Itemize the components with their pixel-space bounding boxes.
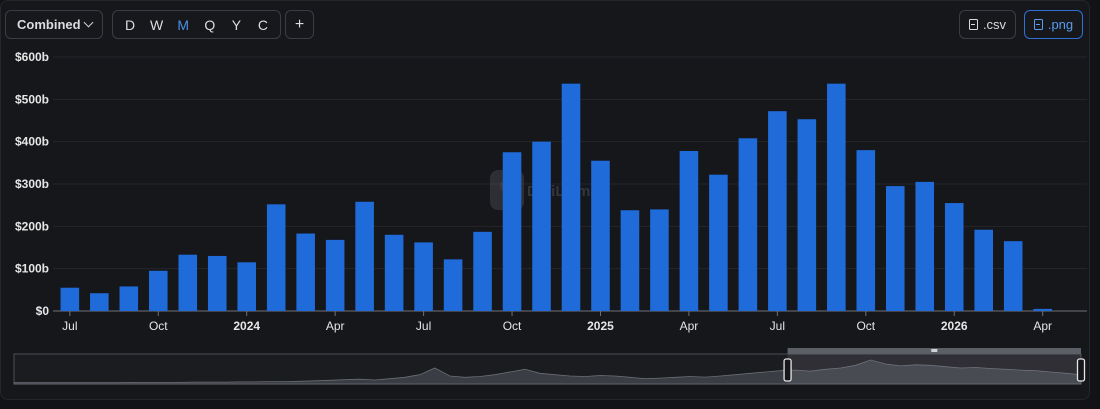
x-tick-label: Oct xyxy=(503,319,522,333)
range-brush[interactable] xyxy=(13,348,1086,385)
bar xyxy=(797,119,817,311)
y-tick-label: $300b xyxy=(15,177,49,191)
chart-mode-label: Combined xyxy=(17,17,81,32)
bar xyxy=(148,270,168,311)
bar xyxy=(266,204,286,311)
y-tick-label: $500b xyxy=(15,92,49,106)
bar xyxy=(90,293,109,311)
interval-c-button[interactable]: C xyxy=(257,16,269,33)
brush-selection xyxy=(787,354,1081,384)
brush-handle[interactable] xyxy=(783,358,792,382)
bar xyxy=(473,231,492,311)
interval-d-button[interactable]: D xyxy=(124,16,136,33)
bar xyxy=(915,181,935,311)
x-axis: Jul Oct 2024 Apr Jul Oct 2025 Apr Jul Oct 2026 Apr xyxy=(62,311,1052,333)
bar xyxy=(414,242,433,311)
bar xyxy=(502,152,522,311)
bar xyxy=(384,234,404,311)
interval-w-button[interactable]: W xyxy=(149,16,164,33)
bar xyxy=(591,160,610,311)
bar xyxy=(1003,241,1023,311)
chart-mode-select[interactable]: Combined xyxy=(5,10,103,39)
y-tick-label: $200b xyxy=(15,219,49,233)
bar xyxy=(207,255,227,311)
csv-label: .csv xyxy=(982,17,1007,32)
bar xyxy=(679,150,699,311)
bar xyxy=(60,287,80,311)
bar xyxy=(974,229,994,311)
x-tick-label: Jul xyxy=(770,319,785,333)
toolbar: Combined D W M Q Y C + .csv .png xyxy=(5,10,1083,40)
chart-panel: Combined D W M Q Y C + .csv .png xyxy=(0,0,1090,400)
grip-icon xyxy=(931,349,938,352)
bar xyxy=(768,111,787,311)
plus-icon: + xyxy=(294,15,305,33)
x-tick-label: 2026 xyxy=(941,319,968,333)
bar xyxy=(325,239,345,311)
y-tick-label: $400b xyxy=(15,135,49,149)
bar xyxy=(944,203,964,311)
y-tick-label: $600b xyxy=(15,50,49,64)
y-tick-label: $100b xyxy=(15,262,49,276)
brush-handle[interactable] xyxy=(1076,358,1086,382)
interval-q-button[interactable]: Q xyxy=(204,16,216,33)
interval-y-button[interactable]: Y xyxy=(231,16,242,33)
bar xyxy=(237,262,257,311)
download-csv-button[interactable]: .csv xyxy=(959,10,1016,39)
bar xyxy=(561,83,581,311)
bar xyxy=(709,174,728,311)
x-tick-label: 2024 xyxy=(233,319,260,333)
x-tick-label: Oct xyxy=(856,319,875,333)
x-tick-label: Apr xyxy=(680,319,699,333)
bar xyxy=(355,201,374,311)
brush-overview-area xyxy=(13,359,1082,385)
png-label: .png xyxy=(1047,17,1074,32)
download-png-button[interactable]: .png xyxy=(1024,10,1083,39)
image-file-icon xyxy=(1033,19,1043,30)
file-icon xyxy=(968,19,978,30)
interval-group: D W M Q Y C xyxy=(112,10,281,39)
bar xyxy=(827,83,846,311)
x-tick-label: Apr xyxy=(326,319,345,333)
x-tick-label: Apr xyxy=(1033,319,1052,333)
bar xyxy=(620,210,640,311)
x-tick-label: Jul xyxy=(62,319,77,333)
add-series-button[interactable]: + xyxy=(285,10,314,39)
y-tick-label: $0 xyxy=(36,304,50,318)
interval-m-button[interactable]: M xyxy=(177,16,190,33)
bar xyxy=(532,141,551,311)
x-tick-label: Oct xyxy=(149,319,168,333)
bar xyxy=(738,138,758,311)
bar xyxy=(443,259,463,311)
bar-chart: DefiLlama $0$100b$200b$300b$400b$500b$60… xyxy=(13,50,1087,385)
x-tick-label: Jul xyxy=(416,319,431,333)
bar xyxy=(885,186,905,311)
bar xyxy=(856,150,876,311)
x-tick-label: 2025 xyxy=(587,319,614,333)
bar xyxy=(1033,308,1052,311)
bar xyxy=(178,254,198,311)
bar xyxy=(296,233,315,311)
bar xyxy=(650,209,669,311)
bar xyxy=(119,286,139,311)
bars xyxy=(60,83,1052,311)
